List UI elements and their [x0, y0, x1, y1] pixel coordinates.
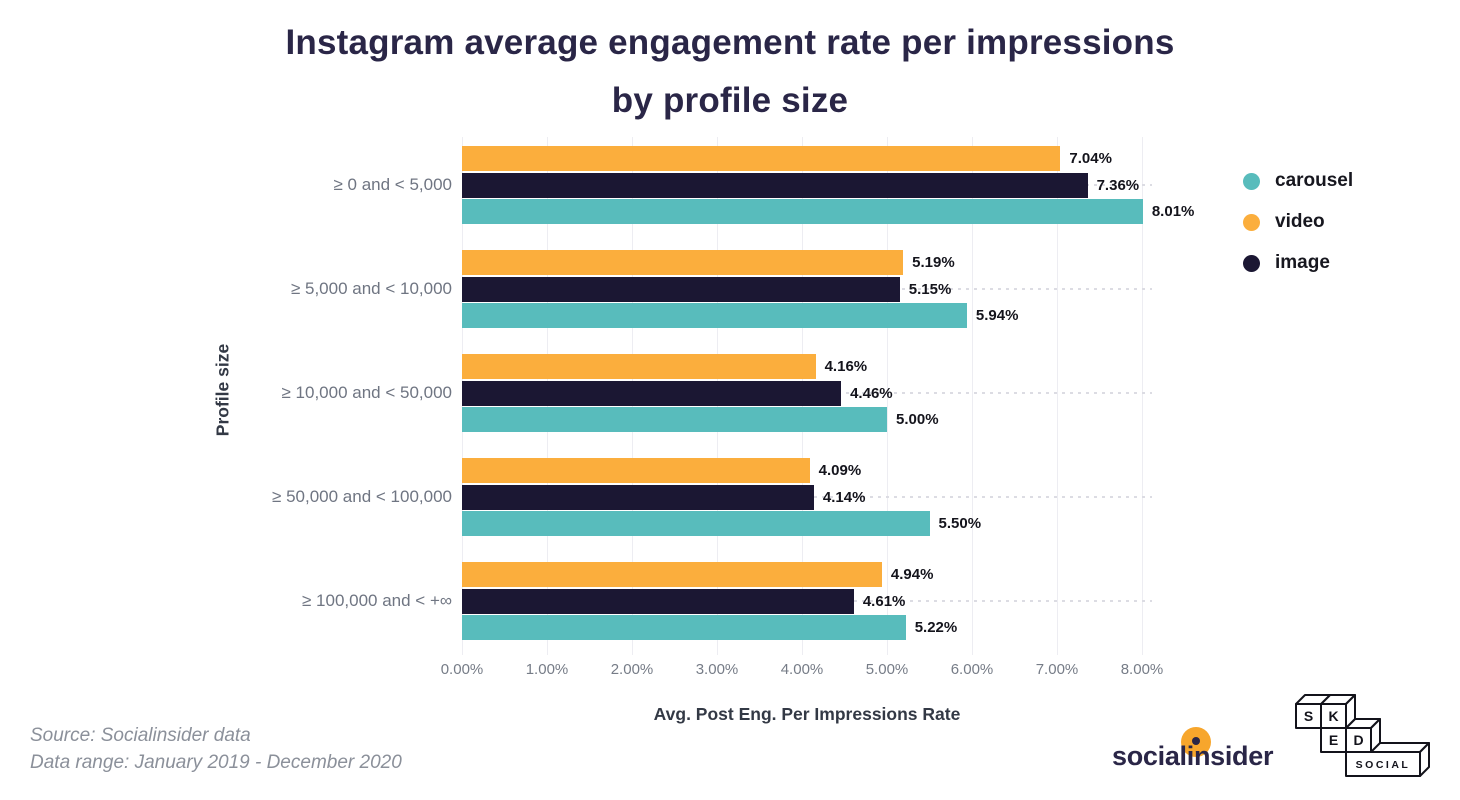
source-line: Source: Socialinsider data	[30, 725, 251, 746]
carousel-swatch-icon	[1243, 172, 1260, 190]
category-label: ≥ 5,000 and < 10,000	[290, 279, 452, 298]
bar-carousel: 5.00%	[462, 407, 939, 432]
legend-label-video: video	[1275, 211, 1325, 232]
bar-video: 5.19%	[462, 250, 955, 275]
chart-title-line2: by profile size	[611, 81, 849, 120]
bar-image: 4.46%	[462, 380, 893, 406]
bar-value-label: 7.04%	[1069, 150, 1112, 167]
bar-image: 7.36%	[462, 172, 1139, 198]
sked-box-social-front	[1345, 751, 1421, 777]
x-tick-label: 8.00%	[1120, 661, 1164, 678]
x-tick-label: 2.00%	[610, 661, 654, 678]
bar-video: 4.16%	[462, 354, 867, 379]
x-gridline	[972, 137, 973, 655]
bar-value-label: 5.22%	[914, 619, 958, 636]
bar-value-label: 8.01%	[1151, 203, 1195, 220]
plot-area: 7.04% 7.36% 8.01% 5.19% 5.15% 5.94% 4.16% 4.46%…	[462, 137, 1194, 655]
bar-image: 4.61%	[462, 588, 905, 614]
socialinsider-logo: socialinsider	[1112, 727, 1274, 772]
bar-value-label: 5.19%	[912, 254, 955, 271]
bar-carousel: 5.22%	[462, 615, 957, 640]
chart-title: Instagram average engagement rate per im…	[0, 14, 1460, 130]
bar-value-label: 4.94%	[890, 566, 934, 583]
sked-d-letter: D	[1353, 732, 1363, 748]
bar-video: 7.04%	[462, 146, 1112, 171]
sked-s-letter: S	[1304, 708, 1313, 724]
socialinsider-logo-text: socialinsider	[1112, 741, 1274, 771]
x-tick-label: 7.00%	[1035, 661, 1079, 678]
bar-value-label: 4.16%	[824, 358, 868, 375]
video-swatch-icon	[1243, 213, 1260, 231]
bar-value-label: 5.15%	[908, 280, 952, 298]
category-label: ≥ 50,000 and < 100,000	[272, 487, 452, 506]
legend-item-image: image	[1243, 252, 1353, 274]
x-tick-label: 4.00%	[780, 661, 824, 678]
bar-value-label: 4.61%	[862, 592, 906, 610]
bar-carousel: 5.94%	[462, 303, 1018, 328]
x-tick-label: 3.00%	[695, 661, 739, 678]
bar-image: 4.14%	[462, 484, 865, 510]
bar-value-label: 5.94%	[975, 307, 1019, 324]
bar-value-label: 7.36%	[1096, 176, 1140, 194]
sked-social-letter: SOCIAL	[1356, 759, 1411, 771]
data-range-line: Data range: January 2019 - December 2020	[30, 752, 402, 773]
bar-value-label: 4.46%	[850, 384, 893, 402]
category-label: ≥ 10,000 and < 50,000	[281, 383, 452, 402]
bar-carousel: 8.01%	[462, 199, 1194, 224]
x-tick-label: 1.00%	[525, 661, 569, 678]
legend-label-image: image	[1275, 252, 1330, 273]
bar-image: 5.15%	[462, 276, 951, 302]
sked-box-s-front	[1295, 703, 1322, 729]
x-tick-label: 5.00%	[865, 661, 909, 678]
sked-e-letter: E	[1329, 732, 1338, 748]
bar-video: 4.94%	[462, 562, 933, 587]
x-gridline	[887, 137, 888, 655]
chart-title-line1: Instagram average engagement rate per im…	[285, 23, 1175, 62]
socialinsider-logo-dot-icon	[1192, 737, 1200, 745]
x-gridline	[1057, 137, 1058, 655]
source-note: Source: Socialinsider data Data range: J…	[30, 722, 402, 776]
bar-value-label: 5.00%	[896, 411, 939, 428]
x-tick-label: 0.00%	[440, 661, 484, 678]
x-tick-label: 6.00%	[950, 661, 994, 678]
bar-video: 4.09%	[462, 458, 861, 483]
legend-label-carousel: carousel	[1275, 170, 1354, 191]
x-axis-title: Avg. Post Eng. Per Impressions Rate	[653, 704, 961, 724]
x-axis-ticks: 0.00% 1.00% 2.00% 3.00% 4.00% 5.00% 6.00% 7.00%…	[441, 661, 1164, 681]
category-label: ≥ 0 and < 5,000	[333, 175, 452, 194]
bar-carousel: 5.50%	[462, 511, 981, 536]
bar-value-label: 5.50%	[938, 515, 982, 532]
sked-k-letter: K	[1328, 708, 1338, 724]
legend-item-video: video	[1243, 211, 1353, 233]
socialinsider-logo-circle-icon	[1181, 727, 1211, 757]
sked-box-k-front	[1320, 703, 1347, 729]
y-axis-labels: ≥ 0 and < 5,000 ≥ 5,000 and < 10,000 ≥ 10,…	[0, 137, 452, 655]
x-gridline	[1142, 137, 1143, 655]
sked-box-e-front	[1320, 727, 1347, 753]
category-label: ≥ 100,000 and < +∞	[301, 591, 452, 610]
bar-value-label: 4.09%	[818, 462, 862, 479]
legend: carousel video image	[1243, 170, 1353, 293]
image-swatch-icon	[1243, 254, 1260, 272]
legend-item-carousel: carousel	[1243, 170, 1353, 192]
bar-value-label: 4.14%	[822, 488, 866, 506]
sked-social-logo: SOCIAL D E K S	[1295, 694, 1430, 777]
